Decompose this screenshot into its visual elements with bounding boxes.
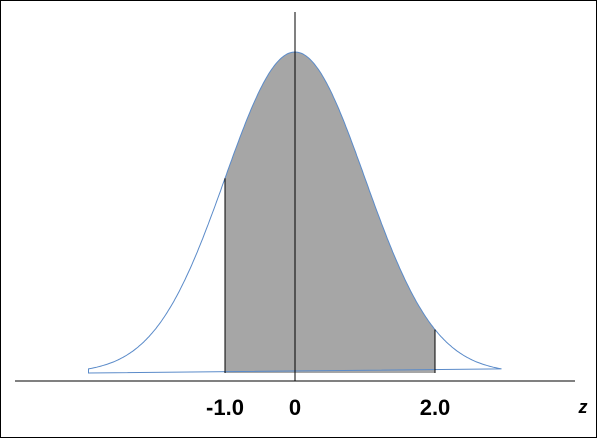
shaded-area [225, 52, 435, 373]
x-axis-label: z [578, 397, 588, 417]
x-tick-label: 0 [289, 395, 301, 420]
normal-curve [88, 51, 502, 374]
x-tick-label: -1.0 [206, 395, 244, 420]
x-tick-label: 2.0 [420, 395, 451, 420]
plot-area: -1.0 0 2.0 [15, 12, 575, 420]
